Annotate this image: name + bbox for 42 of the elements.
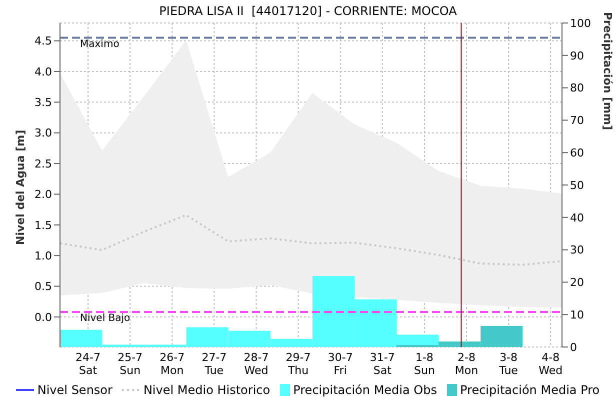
y-tick-label: 0.0 [34, 310, 52, 324]
x-tick-label: 27-7 Tue [200, 351, 228, 377]
y2-tick-label: 30 [570, 244, 584, 257]
y2-tick-label: 20 [570, 276, 584, 290]
y2-tick-label: 10 [570, 308, 584, 322]
x-tick-label: 4-8 Wed [538, 351, 563, 377]
y-axis-title: Nivel del Agua [m] [14, 130, 27, 245]
x-tick-label: 3-8 Tue [498, 351, 519, 377]
x-tick-label: 28-7 Wed [242, 351, 270, 377]
y2-tick-label: 70 [570, 114, 584, 128]
x-tick-label: 26-7 Mon [158, 351, 186, 377]
y2-tick-label: 80 [570, 82, 584, 95]
chart-title: PIEDRA LISA II [44017120] - CORRIENTE: MOCOA [159, 4, 457, 18]
legend-label: Precipitación Media Obs [292, 383, 437, 397]
y-tick-label: 4.0 [34, 65, 52, 78]
y-tick-label: 1.5 [34, 218, 52, 232]
legend-label: Nivel Sensor [36, 383, 112, 397]
y-tick-label: 1.0 [34, 249, 52, 262]
y2-tick-label: 60 [570, 146, 584, 160]
x-tick-label: 30-7 Fri [326, 351, 354, 377]
y2-tick-label: 90 [570, 49, 584, 62]
legend-label: Precipitación Media Pro [459, 383, 600, 397]
y2-axis-title: Precipitación [mm] [601, 12, 614, 130]
ref-line-label: Maximo [80, 38, 120, 50]
x-tick-label: 31-7 Sat [368, 351, 396, 377]
y-tick-label: 3.0 [34, 126, 52, 140]
y2-tick-label: 100 [570, 16, 591, 30]
ref-line-label: Nivel Bajo [80, 313, 130, 324]
legend-label: Nivel Medio Historico [142, 383, 270, 397]
y2-tick-label: 40 [570, 211, 584, 224]
y-tick-label: 2.0 [34, 188, 52, 202]
y-tick-label: 2.5 [34, 157, 52, 170]
x-tick-label: 29-7 Thu [284, 351, 312, 377]
x-tick-label: 24-7 Sat [74, 351, 102, 377]
y2-tick-label: 50 [570, 178, 584, 192]
y-tick-label: 3.5 [34, 96, 52, 110]
y-tick-label: 0.5 [34, 280, 52, 294]
x-tick-label: 2-8 Mon [454, 351, 480, 377]
y2-tick-label: 0 [570, 340, 577, 354]
y-tick-label: 4.5 [34, 34, 52, 48]
x-tick-label: 1-8 Sun [412, 351, 436, 377]
x-tick-label: 25-7 Sun [116, 351, 144, 377]
